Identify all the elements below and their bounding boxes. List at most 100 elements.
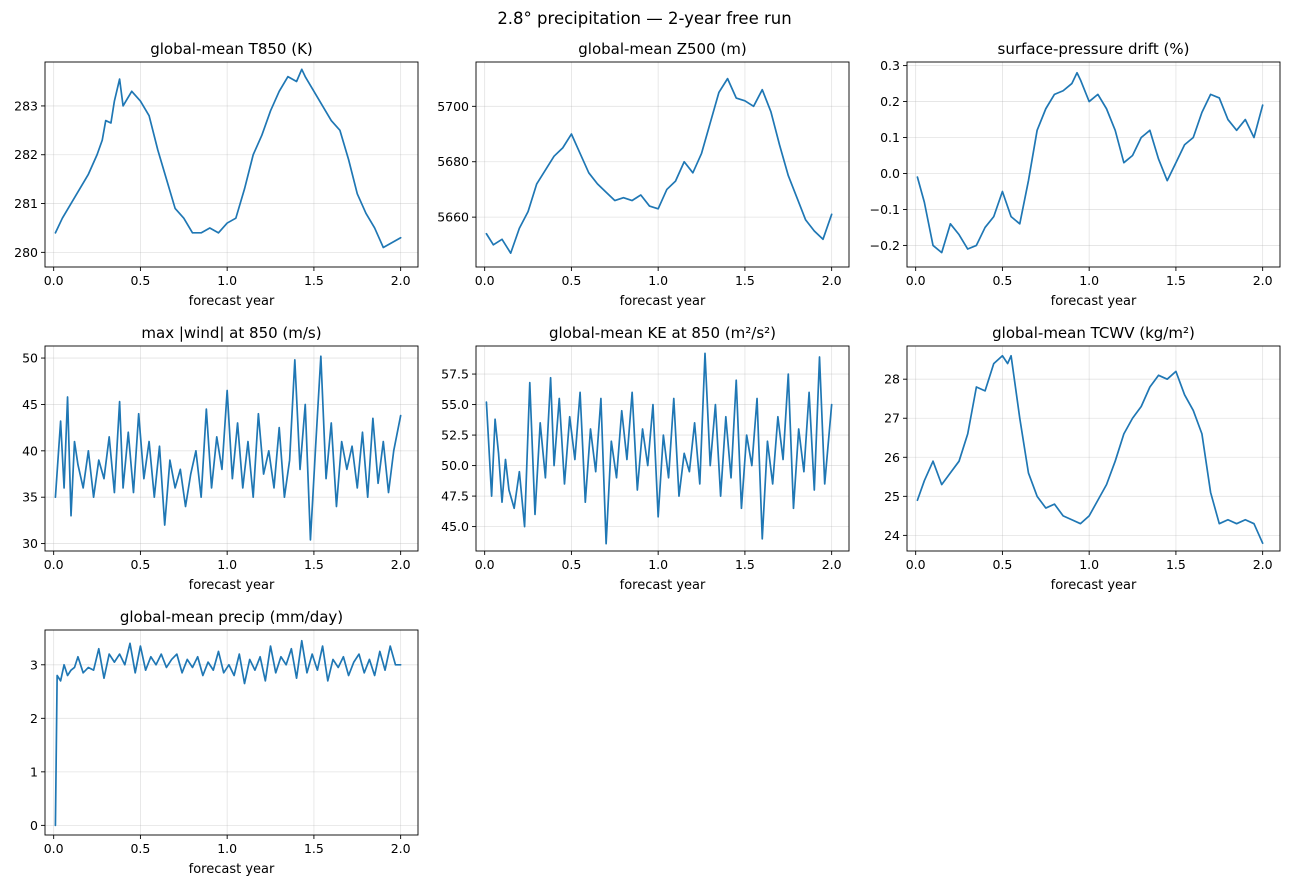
- series-line: [54, 68, 402, 249]
- x-tick-label: 1.5: [735, 557, 755, 572]
- axes-frame: [475, 61, 850, 268]
- subplot-title: global-mean T850 (K): [150, 40, 313, 58]
- x-axis-label: forecast year: [1051, 578, 1137, 593]
- y-tick-label: 25: [884, 489, 900, 504]
- x-tick-label: 2.0: [391, 557, 411, 572]
- subplot-2: 0.0 0.5 1.0 1.5 2.0 5660 5680 5700 global-mean Z…: [437, 40, 850, 309]
- y-tick-label: 1: [30, 764, 38, 779]
- x-tick-label: 0.0: [906, 273, 926, 288]
- series-line: [916, 71, 1264, 254]
- subplot-title: max |wind| at 850 (m/s): [141, 324, 321, 342]
- subplot-title: global-mean TCWV (kg/m²): [992, 324, 1195, 342]
- axes-frame: [475, 345, 850, 552]
- x-tick-label: 0.5: [992, 273, 1012, 288]
- series-line: [916, 354, 1264, 545]
- figure-title: 2.8° precipitation — 2-year free run: [497, 9, 791, 28]
- x-tick-label: 1.0: [648, 273, 668, 288]
- axes-frame: [44, 61, 419, 268]
- x-tick-label: 0.5: [561, 273, 581, 288]
- x-tick-label: 1.0: [217, 273, 237, 288]
- subplot-title: global-mean KE at 850 (m²/s²): [549, 324, 776, 342]
- series-line: [54, 639, 402, 827]
- subplot-1: 0.0 0.5 1.0 1.5 2.0 280 281 282 283 global-mean T…: [14, 40, 419, 309]
- x-tick-label: 0.5: [992, 557, 1012, 572]
- y-tick-label: 57.5: [441, 367, 469, 382]
- axes-frame: [44, 345, 419, 552]
- x-tick-label: 0.0: [44, 841, 64, 856]
- x-tick-label: 2.0: [822, 557, 842, 572]
- axes-frame: [906, 61, 1281, 268]
- axes-frame: [906, 345, 1281, 552]
- y-tick-label: 45.0: [441, 519, 469, 534]
- x-tick-label: 0.5: [130, 557, 150, 572]
- y-tick-label: 0.3: [880, 58, 900, 73]
- x-tick-label: 1.5: [304, 841, 324, 856]
- subplot-title: global-mean Z500 (m): [578, 40, 746, 58]
- subplot-title: global-mean precip (mm/day): [120, 608, 343, 626]
- y-tick-label: 0.2: [880, 94, 900, 109]
- y-tick-label: 282: [14, 147, 38, 162]
- subplot-4: 0.0 0.5 1.0 1.5 2.0 30 35 40 45 50 max |wind| at 8…: [22, 324, 419, 593]
- y-tick-label: −0.2: [870, 238, 900, 253]
- axes-frame: [44, 629, 419, 836]
- y-tick-label: 24: [884, 528, 900, 543]
- y-tick-label: 50.0: [441, 458, 469, 473]
- y-tick-label: 0.1: [880, 130, 900, 145]
- x-axis-label: forecast year: [620, 578, 706, 593]
- subplot-5: 0.0 0.5 1.0 1.5 2.0 45.0 47.5 50.0 52.5 55.0 57.5 g…: [441, 324, 850, 593]
- x-axis-label: forecast year: [1051, 294, 1137, 309]
- y-tick-label: 5700: [437, 99, 469, 114]
- x-tick-label: 1.5: [735, 273, 755, 288]
- x-axis-label: forecast year: [189, 578, 275, 593]
- x-tick-label: 1.5: [304, 557, 324, 572]
- subplot-3: 0.0 0.5 1.0 1.5 2.0 −0.2 −0.1 0.0 0.1 0.2 0.3 surfa…: [870, 40, 1281, 309]
- y-tick-label: 280: [14, 245, 38, 260]
- x-tick-label: 2.0: [1253, 557, 1273, 572]
- x-tick-label: 1.5: [304, 273, 324, 288]
- y-tick-label: 30: [22, 536, 38, 551]
- y-tick-label: 281: [14, 196, 38, 211]
- x-axis-label: forecast year: [189, 862, 275, 877]
- x-tick-label: 1.5: [1166, 273, 1186, 288]
- subplot-title: surface-pressure drift (%): [998, 40, 1190, 58]
- x-tick-label: 2.0: [1253, 273, 1273, 288]
- y-tick-label: 35: [22, 490, 38, 505]
- x-tick-label: 0.0: [475, 273, 495, 288]
- y-tick-label: 5680: [437, 154, 469, 169]
- y-tick-label: −0.1: [870, 202, 900, 217]
- y-tick-label: 26: [884, 450, 900, 465]
- series-line: [54, 355, 402, 541]
- y-tick-label: 40: [22, 443, 38, 458]
- x-tick-label: 0.5: [130, 273, 150, 288]
- x-tick-label: 0.5: [561, 557, 581, 572]
- x-tick-label: 1.0: [217, 841, 237, 856]
- x-axis-label: forecast year: [189, 294, 275, 309]
- y-tick-label: 28: [884, 372, 900, 387]
- x-tick-label: 0.5: [130, 841, 150, 856]
- x-tick-label: 1.0: [648, 557, 668, 572]
- y-tick-label: 2: [30, 711, 38, 726]
- y-tick-label: 5660: [437, 210, 469, 225]
- x-tick-label: 0.0: [44, 273, 64, 288]
- x-tick-label: 1.0: [1079, 273, 1099, 288]
- x-tick-label: 2.0: [391, 841, 411, 856]
- x-tick-label: 1.0: [217, 557, 237, 572]
- y-tick-label: 27: [884, 411, 900, 426]
- y-tick-label: 45: [22, 397, 38, 412]
- x-axis-label: forecast year: [620, 294, 706, 309]
- y-tick-label: 0.0: [880, 166, 900, 181]
- y-tick-label: 3: [30, 657, 38, 672]
- subplot-7: 0.0 0.5 1.0 1.5 2.0 0 1 2 3 global-mean precip (m…: [30, 608, 419, 877]
- y-tick-label: 55.0: [441, 397, 469, 412]
- x-tick-label: 0.0: [906, 557, 926, 572]
- x-tick-label: 1.0: [1079, 557, 1099, 572]
- subplot-6: 0.0 0.5 1.0 1.5 2.0 24 25 26 27 28 global-mean TCW…: [884, 324, 1281, 593]
- x-tick-label: 0.0: [44, 557, 64, 572]
- y-tick-label: 50: [22, 351, 38, 366]
- y-tick-label: 283: [14, 98, 38, 113]
- x-tick-label: 2.0: [391, 273, 411, 288]
- x-tick-label: 2.0: [822, 273, 842, 288]
- y-tick-label: 0: [30, 818, 38, 833]
- series-line: [485, 352, 833, 545]
